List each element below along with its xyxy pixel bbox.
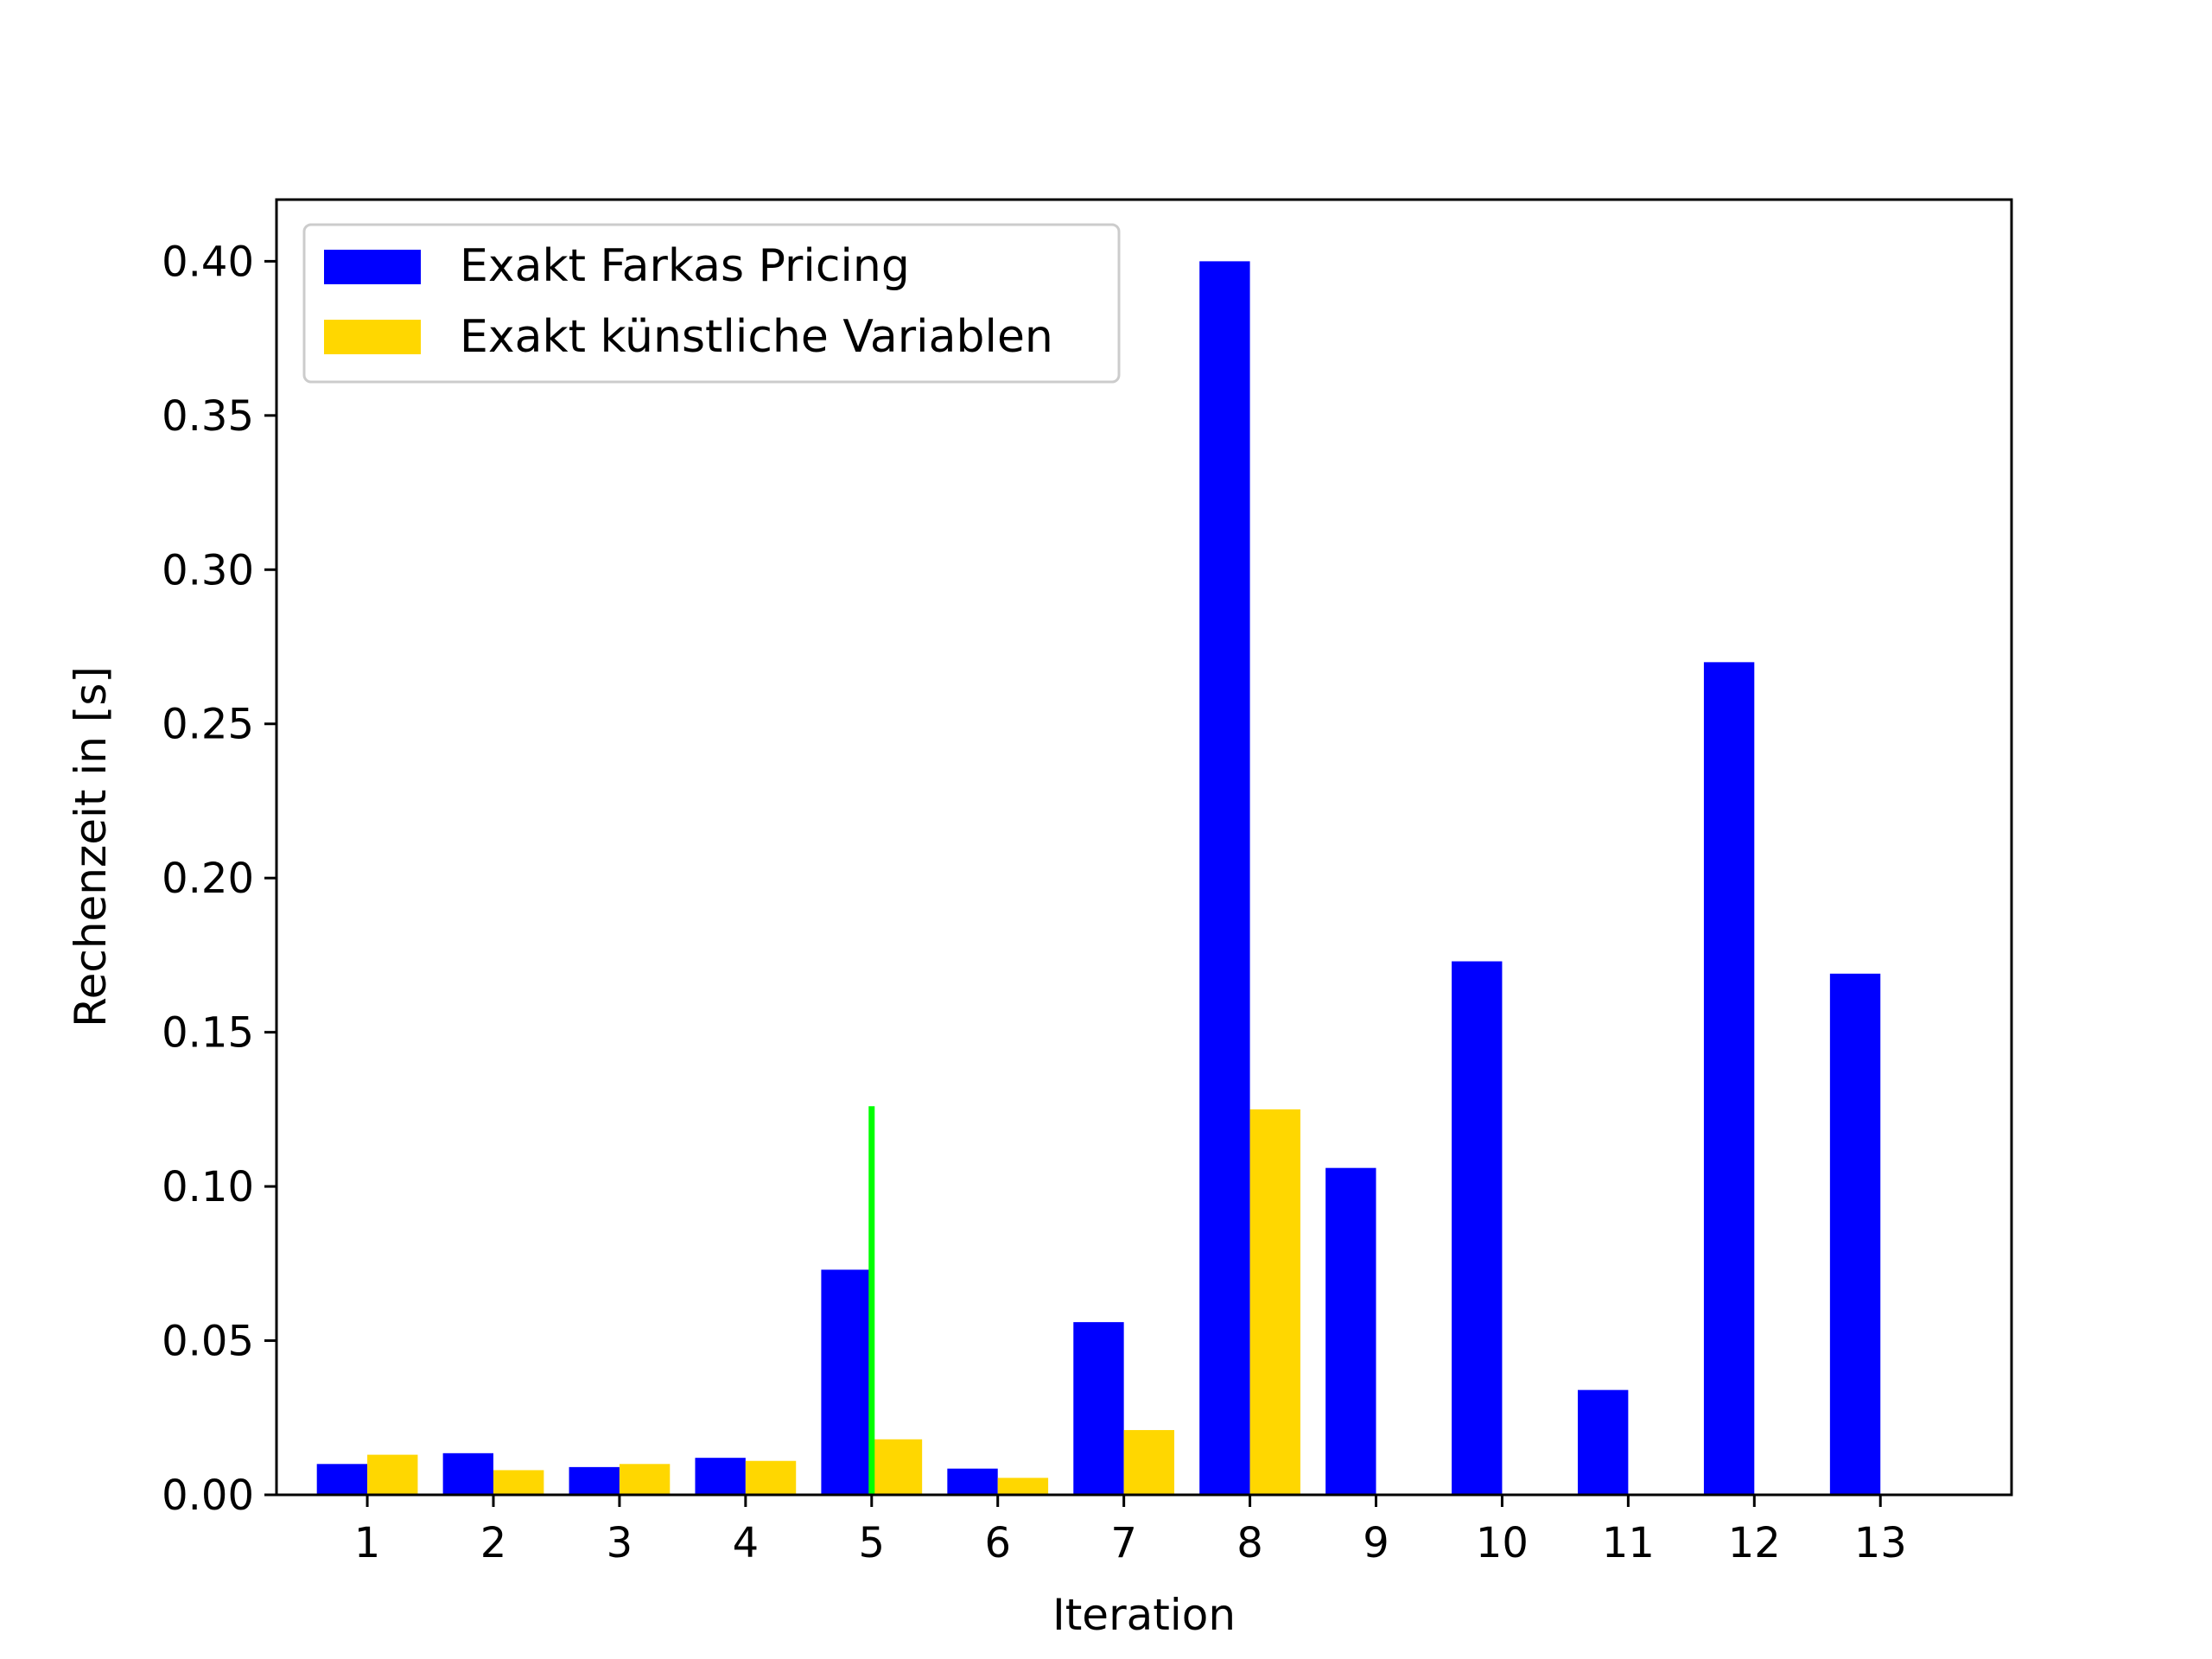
legend-label-farkas: Exakt Farkas Pricing: [460, 240, 910, 292]
bar-kuenstliche-1: [367, 1454, 418, 1495]
legend-swatch-kuenstliche: [324, 320, 421, 354]
y-tick-label-0.30: 0.30: [162, 546, 254, 594]
x-tick-label-4: 4: [733, 1519, 760, 1567]
bar-farkas-11: [1578, 1389, 1629, 1495]
bar-farkas-6: [947, 1468, 998, 1495]
bar-farkas-13: [1829, 973, 1881, 1495]
bar-kuenstliche-7: [1123, 1430, 1175, 1495]
bar-kuenstliche-4: [745, 1460, 797, 1495]
x-tick-label-1: 1: [354, 1519, 381, 1567]
y-tick-label-0.15: 0.15: [162, 1009, 254, 1058]
y-tick-label-0.05: 0.05: [162, 1318, 254, 1366]
legend: Exakt Farkas Pricing Exakt künstliche Va…: [302, 223, 1121, 384]
bar-farkas-8: [1199, 261, 1250, 1495]
x-tick-label-2: 2: [480, 1519, 507, 1567]
legend-swatch-farkas: [324, 250, 421, 284]
x-tick-label-9: 9: [1363, 1519, 1389, 1567]
x-axis: 1 2 3 4 5 6 7 8 9 10 11 12 13: [354, 1495, 1907, 1567]
legend-box: [302, 223, 1121, 384]
bar-farkas-7: [1073, 1322, 1124, 1495]
x-tick-label-11: 11: [1602, 1519, 1655, 1567]
y-tick-label-0.10: 0.10: [162, 1163, 254, 1211]
x-tick-label-7: 7: [1110, 1519, 1137, 1567]
bar-kuenstliche-2: [493, 1470, 544, 1495]
bar-kuenstliche-6: [997, 1478, 1049, 1495]
y-tick-label-0.00: 0.00: [162, 1471, 254, 1520]
bar-farkas-3: [569, 1466, 620, 1495]
x-tick-label-10: 10: [1476, 1519, 1529, 1567]
bar-farkas-1: [316, 1464, 368, 1495]
bar-farkas-4: [695, 1458, 746, 1495]
x-tick-label-12: 12: [1728, 1519, 1781, 1567]
x-tick-label-3: 3: [607, 1519, 633, 1567]
x-tick-label-5: 5: [859, 1519, 886, 1567]
x-tick-label-13: 13: [1854, 1519, 1907, 1567]
y-tick-label-0.40: 0.40: [162, 238, 254, 286]
y-tick-label-0.35: 0.35: [162, 392, 254, 441]
x-tick-label-8: 8: [1236, 1519, 1263, 1567]
y-tick-label-0.20: 0.20: [162, 855, 254, 903]
bars-layer: [316, 261, 1881, 1495]
x-axis-label: Iteration: [1052, 1590, 1236, 1640]
bar-farkas-2: [442, 1452, 493, 1495]
bar-farkas-12: [1703, 662, 1755, 1495]
y-axis: 0.00 0.05 0.10 0.15 0.20 0.25 0.30 0.35 0.40: [162, 238, 276, 1520]
y-axis-label: Rechenzeit in [s]: [66, 666, 116, 1027]
bar-farkas-5: [821, 1269, 872, 1495]
bar-kuenstliche-3: [619, 1464, 671, 1495]
bar-kuenstliche-8: [1249, 1109, 1300, 1495]
bar-kuenstliche-5: [871, 1439, 923, 1495]
plot-frame: [275, 198, 2013, 1497]
y-tick-label-0.25: 0.25: [162, 701, 254, 749]
x-tick-label-6: 6: [984, 1519, 1011, 1567]
bar-farkas-9: [1325, 1167, 1376, 1495]
bar-farkas-10: [1452, 961, 1503, 1495]
legend-label-kuenstliche: Exakt künstliche Variablen: [460, 311, 1053, 363]
